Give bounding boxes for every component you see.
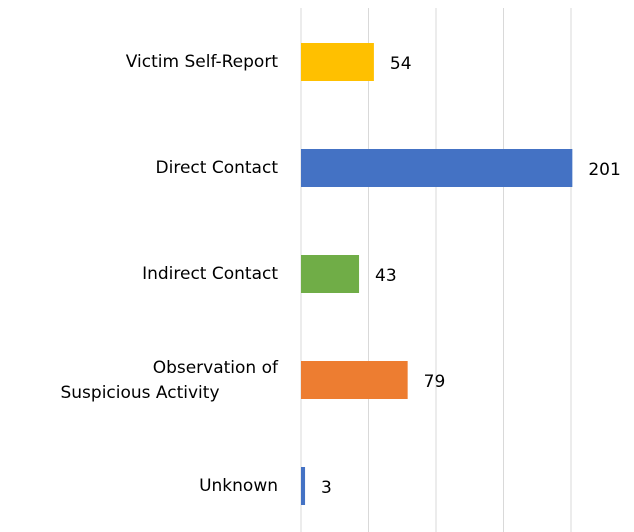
bar xyxy=(301,467,306,505)
y-tick-label: Direct Contact xyxy=(156,158,279,178)
y-tick-label: Unknown xyxy=(199,476,278,496)
value-label: 3 xyxy=(321,478,332,498)
bar xyxy=(301,255,360,293)
value-label: 79 xyxy=(424,372,446,392)
y-tick-label: Indirect Contact xyxy=(142,264,278,284)
bar xyxy=(301,361,408,399)
value-label: 43 xyxy=(375,266,397,286)
bar xyxy=(301,43,374,81)
bar xyxy=(301,149,573,187)
y-tick-label: Observation of Suspicious Activity xyxy=(60,358,279,403)
y-tick-label: Victim Self-Report xyxy=(126,52,279,72)
value-label: 201 xyxy=(588,160,620,180)
value-label: 54 xyxy=(390,54,412,74)
